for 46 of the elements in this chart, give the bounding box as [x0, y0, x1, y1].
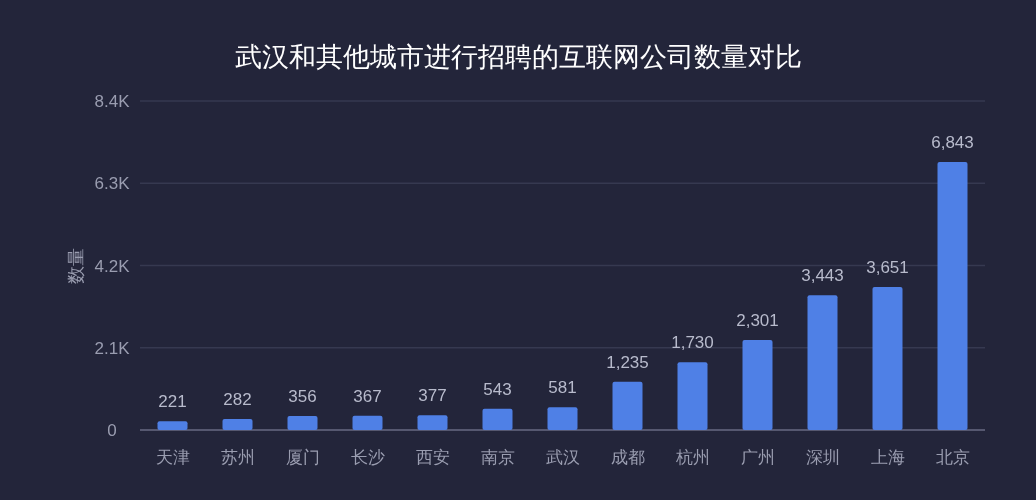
- data-label: 1,235: [606, 352, 649, 372]
- data-label: 581: [548, 378, 577, 398]
- bar: [287, 416, 318, 430]
- data-label: 543: [483, 379, 512, 399]
- chart-title: 武汉和其他城市进行招聘的互联网公司数量对比: [234, 42, 802, 72]
- x-tick-label: 上海: [870, 448, 905, 467]
- x-tick-label: 北京: [935, 448, 970, 467]
- x-tick-label: 西安: [415, 448, 450, 467]
- y-tick-label: 8.4K: [94, 92, 131, 111]
- bar: [482, 408, 513, 430]
- data-label: 1,730: [671, 333, 714, 353]
- bar: [872, 287, 903, 430]
- bar: [547, 407, 578, 430]
- x-tick-label: 成都: [610, 448, 645, 467]
- y-tick-label: 6.3K: [94, 174, 131, 194]
- data-label: 377: [418, 386, 447, 406]
- y-tick-label: 0: [107, 421, 117, 440]
- data-label: 6,843: [931, 132, 974, 152]
- x-tick-label: 武汉: [545, 448, 580, 467]
- x-tick-label: 天津: [155, 448, 190, 467]
- data-label: 221: [158, 392, 187, 412]
- x-tick-label: 长沙: [350, 448, 385, 467]
- bar: [937, 161, 968, 430]
- data-label: 3,651: [866, 258, 909, 277]
- y-tick-label: 2.1K: [94, 338, 131, 358]
- x-tick-label: 厦门: [285, 448, 320, 467]
- x-tick-label: 南京: [480, 448, 515, 467]
- data-label: 367: [353, 386, 382, 406]
- bar: [612, 381, 643, 430]
- x-tick-label: 杭州: [674, 448, 710, 467]
- y-axis-title: 数量: [66, 248, 86, 284]
- x-tick-label: 深圳: [805, 448, 840, 467]
- bar: [742, 339, 773, 430]
- bar: [807, 295, 838, 430]
- bar: [352, 415, 383, 430]
- bar: [677, 362, 708, 430]
- bar: [417, 415, 448, 430]
- bar: [222, 418, 253, 430]
- data-label: 356: [288, 387, 317, 407]
- data-label: 3,443: [801, 266, 844, 286]
- x-tick-label: 苏州: [220, 448, 255, 467]
- x-tick-label: 广州: [740, 448, 775, 467]
- data-label: 2,301: [736, 310, 779, 330]
- bar: [157, 421, 188, 430]
- data-label: 282: [223, 389, 252, 409]
- y-tick-label: 4.2K: [94, 256, 131, 276]
